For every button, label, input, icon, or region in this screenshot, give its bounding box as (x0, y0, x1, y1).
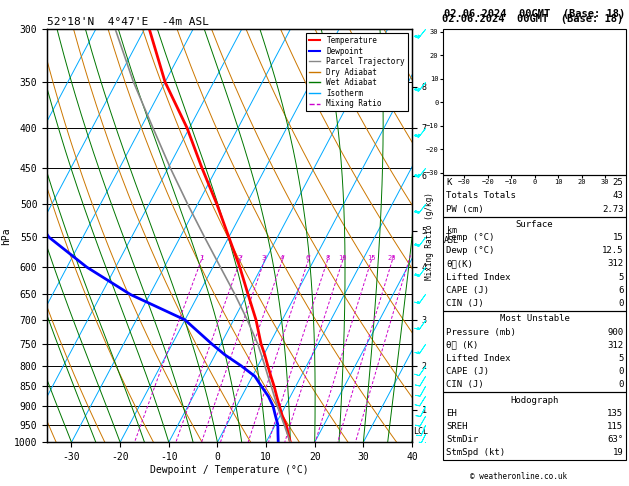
Text: kt: kt (448, 36, 457, 45)
Text: θᴄ (K): θᴄ (K) (446, 341, 478, 349)
Text: 43: 43 (613, 191, 623, 200)
Y-axis label: km
ASL: km ASL (444, 226, 459, 245)
Text: 6: 6 (618, 286, 623, 295)
Text: Totals Totals: Totals Totals (446, 191, 516, 200)
Text: © weatheronline.co.uk: © weatheronline.co.uk (470, 472, 567, 481)
Text: 20: 20 (387, 255, 396, 261)
Text: Mixing Ratio (g/kg): Mixing Ratio (g/kg) (425, 192, 433, 279)
Text: Most Unstable: Most Unstable (499, 314, 570, 323)
Text: CAPE (J): CAPE (J) (446, 286, 489, 295)
Text: 6: 6 (306, 255, 310, 261)
Text: Surface: Surface (516, 220, 554, 229)
Text: 30: 30 (581, 49, 587, 54)
Text: 25: 25 (613, 178, 623, 187)
Text: 3: 3 (262, 255, 266, 261)
Text: 15: 15 (367, 255, 376, 261)
Text: 2.73: 2.73 (602, 205, 623, 213)
Text: CIN (J): CIN (J) (446, 299, 484, 308)
Text: 4: 4 (280, 255, 284, 261)
Text: 19: 19 (613, 448, 623, 457)
Text: 5: 5 (618, 273, 623, 281)
Text: 02.06.2024  00GMT  (Base: 18): 02.06.2024 00GMT (Base: 18) (444, 9, 625, 19)
Text: 312: 312 (607, 260, 623, 268)
Text: 12.5: 12.5 (602, 246, 623, 255)
Text: StmSpd (kt): StmSpd (kt) (446, 448, 505, 457)
Text: 02.06.2024  00GMT  (Base: 18): 02.06.2024 00GMT (Base: 18) (442, 14, 624, 24)
Text: θᴄ(K): θᴄ(K) (446, 260, 473, 268)
Text: Pressure (mb): Pressure (mb) (446, 328, 516, 336)
Text: SREH: SREH (446, 422, 467, 431)
Text: 63°: 63° (607, 435, 623, 444)
Text: Lifted Index: Lifted Index (446, 354, 511, 363)
Text: 0: 0 (618, 299, 623, 308)
Text: 0: 0 (618, 380, 623, 389)
Text: K: K (446, 178, 452, 187)
Text: Temp (°C): Temp (°C) (446, 233, 494, 242)
X-axis label: Dewpoint / Temperature (°C): Dewpoint / Temperature (°C) (150, 465, 309, 475)
Text: StmDir: StmDir (446, 435, 478, 444)
Text: Lifted Index: Lifted Index (446, 273, 511, 281)
Text: CAPE (J): CAPE (J) (446, 367, 489, 376)
Text: 135: 135 (607, 409, 623, 417)
Text: 15: 15 (613, 233, 623, 242)
Text: 52°18'N  4°47'E  -4m ASL: 52°18'N 4°47'E -4m ASL (47, 17, 209, 27)
Legend: Temperature, Dewpoint, Parcel Trajectory, Dry Adiabat, Wet Adiabat, Isotherm, Mi: Temperature, Dewpoint, Parcel Trajectory… (306, 33, 408, 111)
Text: LCL: LCL (413, 427, 428, 435)
Text: 10: 10 (548, 82, 554, 87)
Text: EH: EH (446, 409, 457, 417)
Text: 8: 8 (325, 255, 330, 261)
Text: 312: 312 (607, 341, 623, 349)
Text: Dewp (°C): Dewp (°C) (446, 246, 494, 255)
Text: CIN (J): CIN (J) (446, 380, 484, 389)
Y-axis label: hPa: hPa (1, 227, 11, 244)
Text: 900: 900 (607, 328, 623, 336)
Text: 0: 0 (618, 367, 623, 376)
Text: 20: 20 (564, 65, 571, 70)
Text: Hodograph: Hodograph (511, 396, 559, 404)
Text: PW (cm): PW (cm) (446, 205, 484, 213)
Text: 5: 5 (618, 354, 623, 363)
Text: 2: 2 (238, 255, 242, 261)
Text: 115: 115 (607, 422, 623, 431)
Text: 10: 10 (338, 255, 347, 261)
Text: 1: 1 (199, 255, 203, 261)
